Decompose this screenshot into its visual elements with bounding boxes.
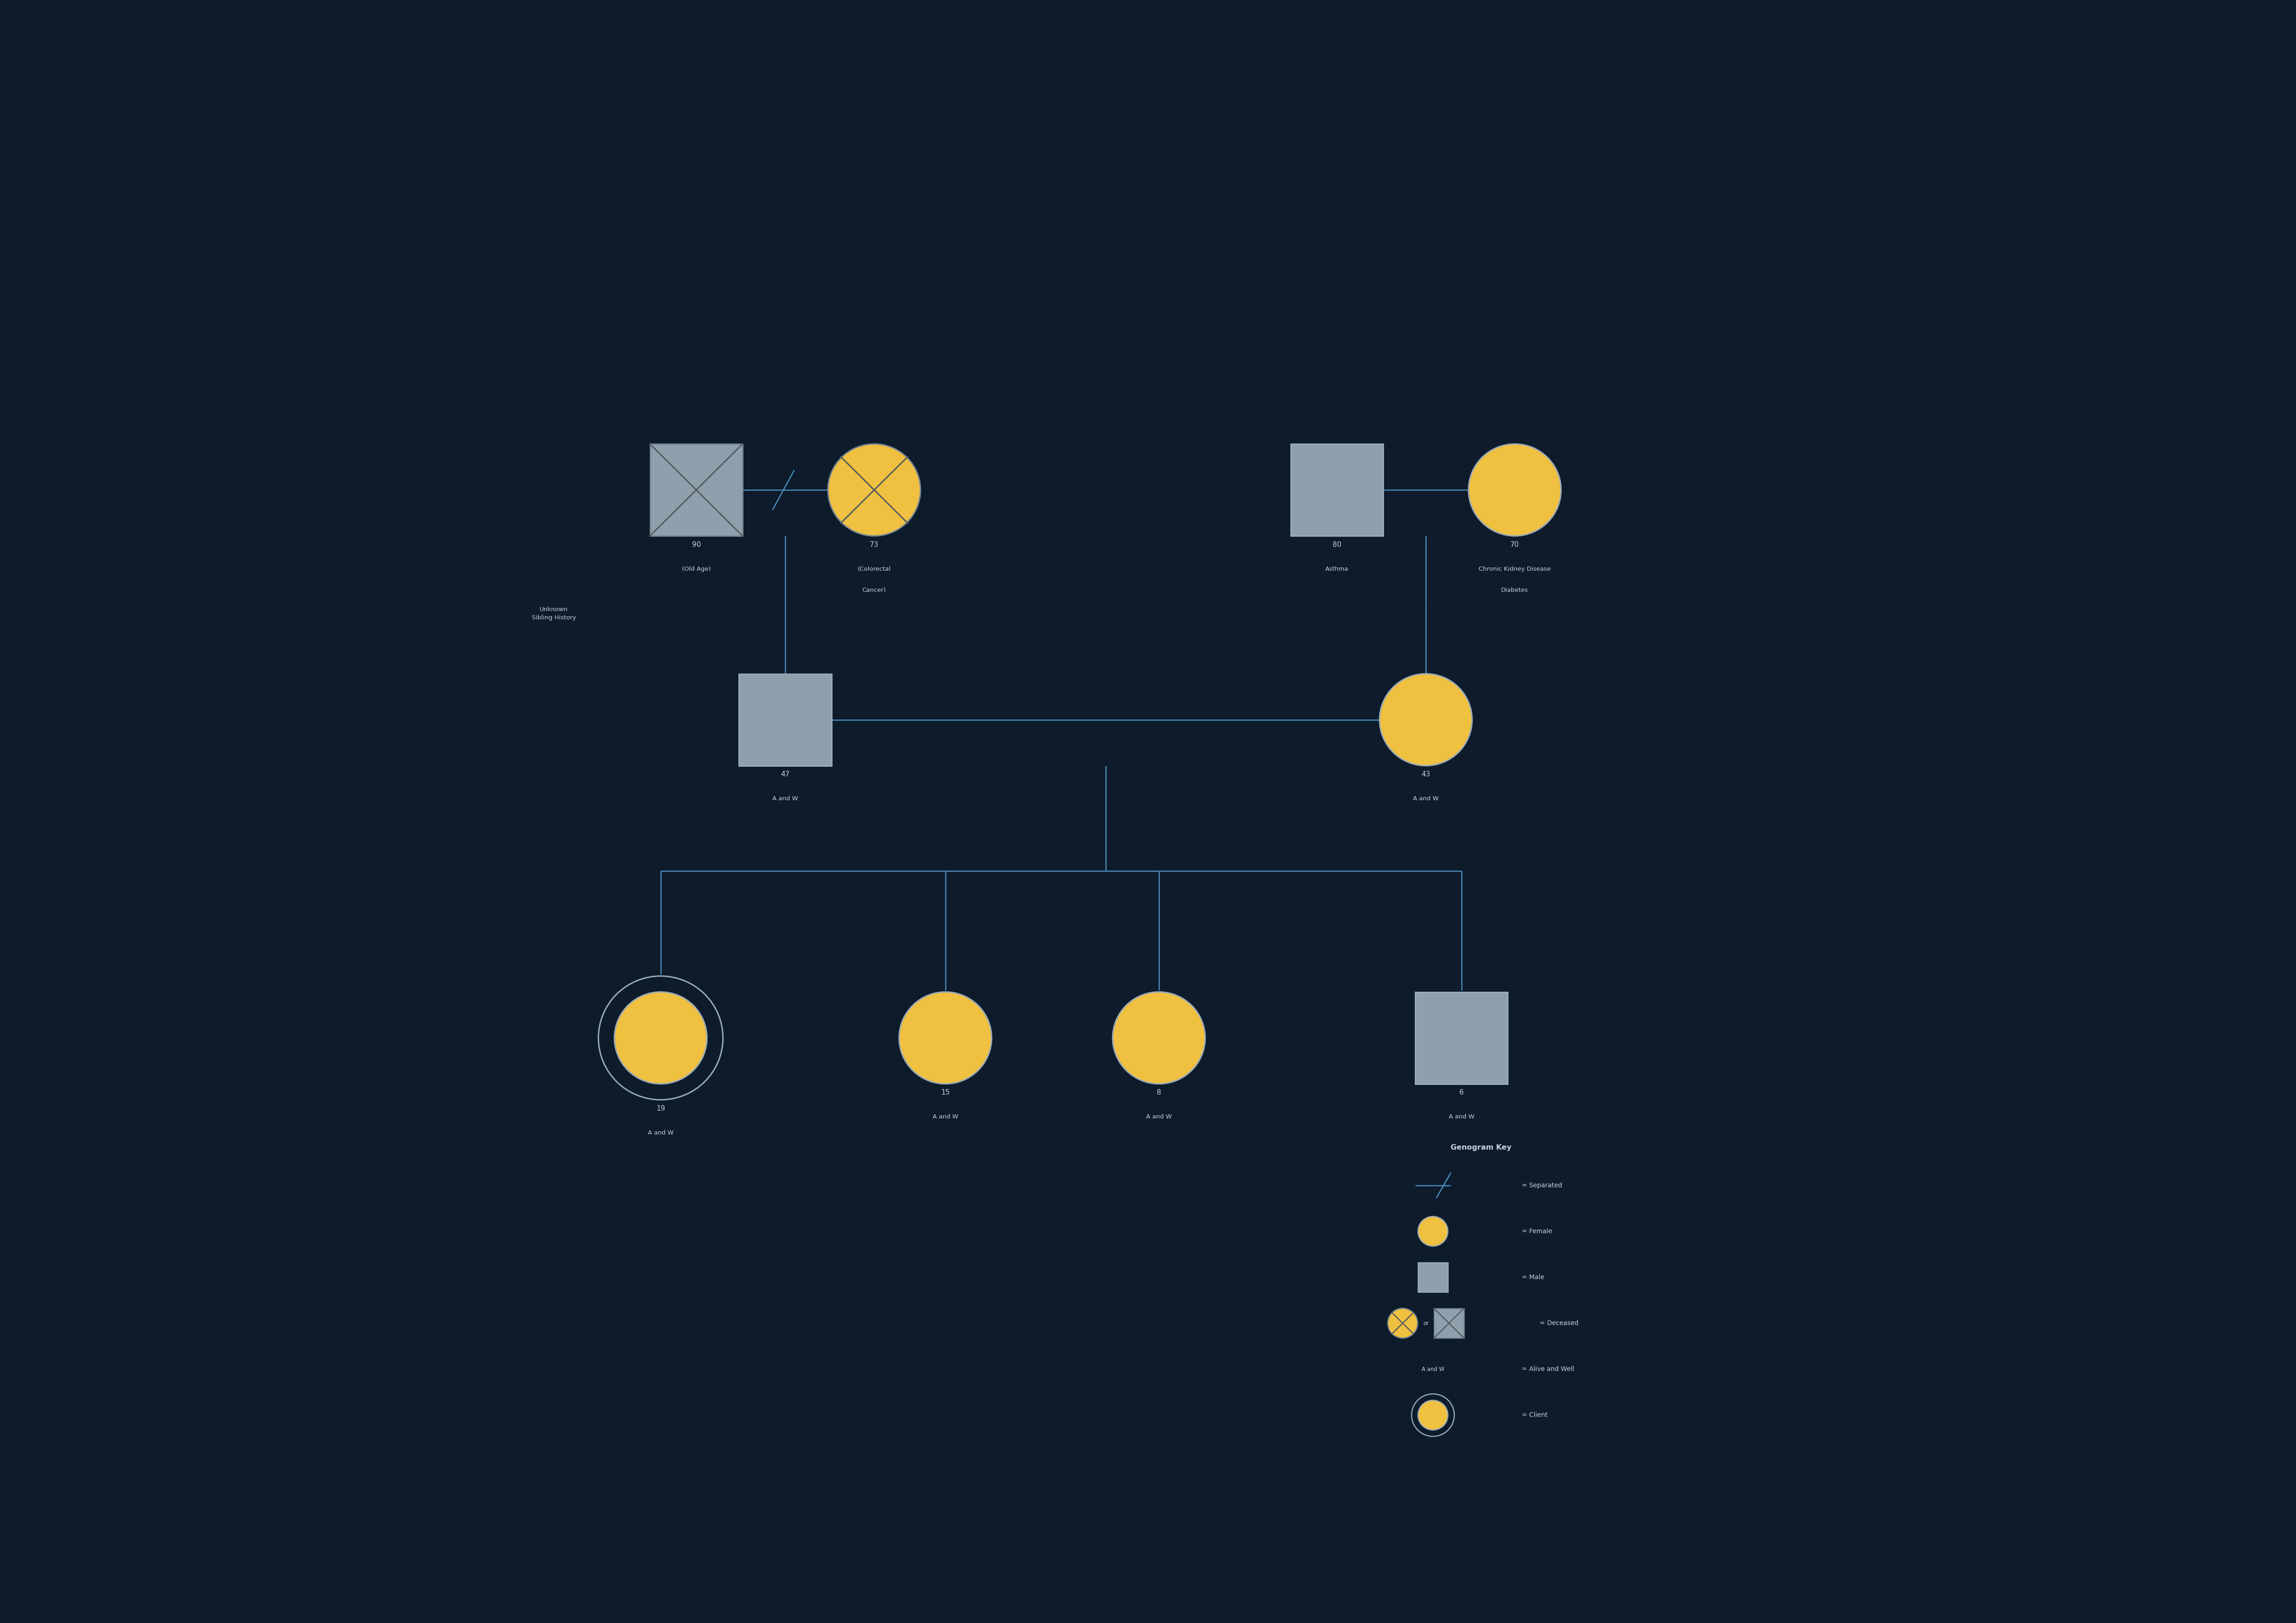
Text: = Separated: = Separated [1522,1182,1561,1188]
Text: A and W: A and W [647,1130,673,1136]
Circle shape [1419,1401,1449,1430]
Text: Asthma: Asthma [1325,566,1348,571]
Text: 73: 73 [870,540,879,549]
Text: 80: 80 [1332,540,1341,549]
Text: = Male: = Male [1522,1274,1545,1281]
Circle shape [1387,1308,1417,1337]
Text: Chronic Kidney Disease: Chronic Kidney Disease [1479,566,1550,571]
Text: = Client: = Client [1522,1412,1548,1419]
Circle shape [1114,992,1205,1084]
Text: (Old Age): (Old Age) [682,566,712,571]
FancyBboxPatch shape [1435,1308,1465,1337]
FancyBboxPatch shape [1419,1263,1449,1292]
Text: Cancer): Cancer) [863,588,886,592]
FancyBboxPatch shape [739,674,831,766]
FancyBboxPatch shape [650,445,742,536]
Text: 43: 43 [1421,771,1430,777]
Text: 70: 70 [1511,540,1520,549]
Text: Genogram Key: Genogram Key [1451,1144,1511,1151]
Text: 6: 6 [1460,1089,1463,1096]
Circle shape [1419,1217,1449,1246]
Text: 19: 19 [657,1105,666,1112]
Text: A and W: A and W [932,1113,957,1120]
Text: 8: 8 [1157,1089,1162,1096]
Text: or: or [1424,1319,1428,1326]
Text: = Deceased: = Deceased [1541,1319,1580,1326]
Text: 15: 15 [941,1089,951,1096]
Circle shape [1380,674,1472,766]
Text: Diabetes: Diabetes [1502,588,1529,592]
FancyBboxPatch shape [1290,445,1382,536]
Text: = Alive and Well: = Alive and Well [1522,1367,1575,1373]
Text: 47: 47 [781,771,790,777]
Text: A and W: A and W [1412,795,1440,802]
Text: A and W: A and W [771,795,799,802]
Text: A and W: A and W [1146,1113,1171,1120]
Circle shape [900,992,992,1084]
Circle shape [615,992,707,1084]
Circle shape [1469,445,1561,536]
Text: A and W: A and W [1449,1113,1474,1120]
FancyBboxPatch shape [1414,992,1508,1084]
Text: Unknown
Sibling History: Unknown Sibling History [533,607,576,622]
Text: A and W: A and W [1421,1367,1444,1371]
Circle shape [829,445,921,536]
Text: = Female: = Female [1522,1229,1552,1235]
Text: (Colorectal: (Colorectal [859,566,891,571]
Text: 90: 90 [691,540,700,549]
